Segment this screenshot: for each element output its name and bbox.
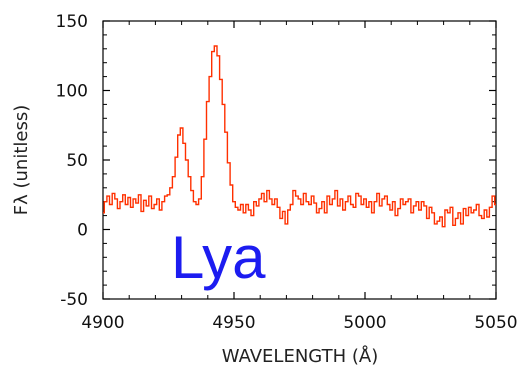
y-tick-label: 150 bbox=[56, 12, 88, 32]
x-tick-label: 5050 bbox=[474, 313, 517, 333]
lya-annotation: Lya bbox=[171, 224, 266, 291]
plot-frame bbox=[102, 20, 497, 300]
tick-labels: 4900 4950 5000 5050 -50 0 50 100 150 bbox=[56, 12, 518, 333]
y-tick-label: 0 bbox=[77, 221, 88, 241]
x-axis-title: WAVELENGTH (Å) bbox=[222, 345, 378, 367]
spectrum-line bbox=[103, 45, 496, 228]
axis-ticks bbox=[102, 20, 497, 300]
x-tick-label: 4900 bbox=[81, 313, 124, 333]
x-tick-label: 4950 bbox=[212, 313, 255, 333]
y-tick-label: -50 bbox=[60, 290, 88, 310]
x-tick-label: 5000 bbox=[343, 313, 386, 333]
y-axis-title: Fλ (unitless) bbox=[11, 105, 32, 215]
y-tick-label: 50 bbox=[66, 151, 88, 171]
y-tick-label: 100 bbox=[56, 82, 88, 102]
